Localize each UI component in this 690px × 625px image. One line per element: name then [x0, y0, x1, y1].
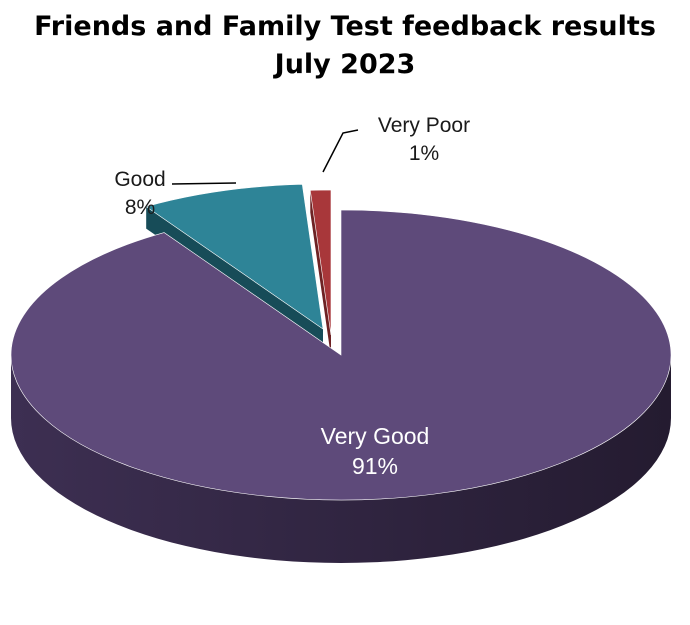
pie-tops [10, 183, 672, 501]
label-good-percent: 8% [125, 196, 155, 219]
leader-line-very-poor [322, 129, 359, 173]
leader-line-good [171, 182, 237, 185]
slice-wall-very-poor [310, 190, 331, 358]
chart-title: Friends and Family Test feedback results… [0, 8, 690, 84]
slice-side-very-good [11, 355, 671, 563]
label-very-poor-percent: 1% [409, 142, 439, 165]
label-very-good-percent: 91% [352, 453, 398, 479]
label-very-poor: Very Poor [378, 114, 470, 137]
chart-title-line2: July 2023 [274, 49, 416, 80]
slice-labels: Very Good 91% Good 8% Very Poor 1% [114, 114, 470, 479]
slice-very-poor [309, 189, 332, 336]
label-good: Good [114, 168, 165, 191]
label-very-good: Very Good [321, 423, 430, 449]
slice-good [145, 183, 324, 330]
slice-very-good [10, 209, 672, 501]
leader-lines [171, 129, 359, 185]
chart-title-line1: Friends and Family Test feedback results [34, 11, 656, 42]
